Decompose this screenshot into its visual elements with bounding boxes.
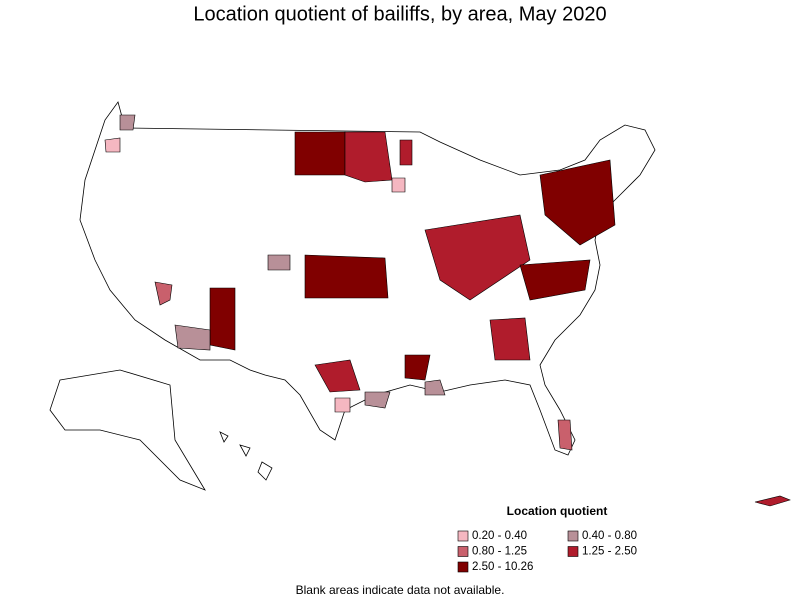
region — [489, 317, 531, 361]
region — [404, 354, 431, 381]
hawaii — [239, 444, 251, 457]
footnote: Blank areas indicate data not available. — [296, 583, 505, 597]
legend-label: 0.40 - 0.80 — [582, 530, 637, 542]
region — [154, 281, 173, 306]
region — [344, 131, 393, 183]
region — [294, 131, 346, 176]
hawaii — [219, 431, 229, 443]
region — [104, 137, 121, 153]
region — [174, 324, 211, 351]
legend-label: 0.80 - 1.25 — [472, 546, 527, 558]
region — [119, 114, 136, 131]
region — [314, 359, 361, 393]
region — [209, 287, 236, 351]
region — [391, 177, 406, 193]
region — [399, 139, 413, 166]
region — [267, 254, 291, 271]
hawaii — [257, 461, 273, 481]
region — [424, 379, 446, 396]
region — [754, 495, 791, 507]
legend-swatch — [457, 530, 469, 542]
region — [364, 391, 391, 409]
legend-title: Location quotient — [507, 504, 608, 518]
map — [49, 101, 791, 507]
legend-label: 0.20 - 0.40 — [472, 530, 527, 542]
region — [304, 254, 389, 299]
legend-swatch — [567, 530, 579, 542]
region — [424, 214, 531, 301]
legend-swatch — [457, 546, 469, 557]
legend: Location quotient 0.20 - 0.40 0.40 - 0.80… — [457, 504, 637, 573]
legend-label: 2.50 - 10.26 — [472, 561, 533, 573]
legend-swatch — [457, 561, 469, 573]
map-title: Location quotient of bailiffs, by area, … — [193, 3, 606, 25]
region — [519, 259, 591, 301]
legend-swatch — [567, 546, 579, 557]
region — [334, 397, 351, 413]
region — [557, 419, 573, 451]
alaska — [49, 369, 206, 491]
region — [539, 159, 616, 246]
legend-label: 1.25 - 2.50 — [582, 546, 637, 558]
